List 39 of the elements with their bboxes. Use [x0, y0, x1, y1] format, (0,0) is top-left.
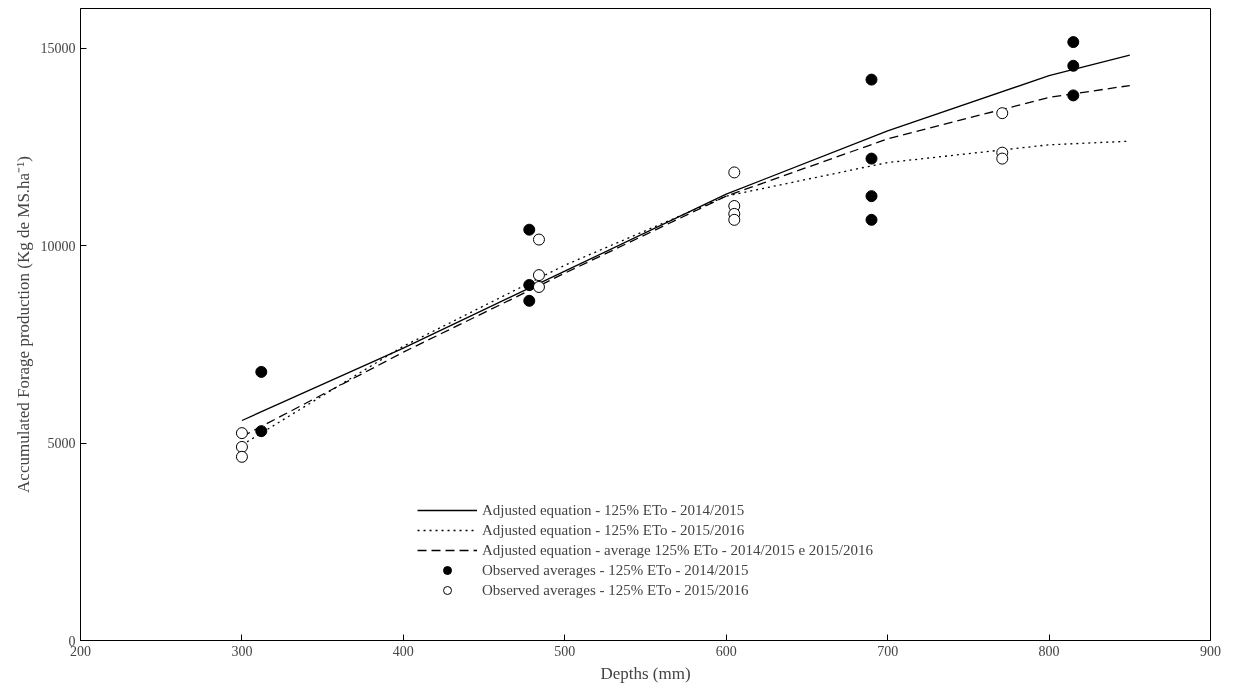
legend-label: Adjusted equation - 125% ETo - 2015/2016 — [482, 521, 745, 539]
x-axis-title: Depths (mm) — [600, 663, 691, 683]
point — [728, 213, 741, 226]
point — [996, 152, 1009, 165]
point — [1067, 59, 1080, 72]
legend-label: Observed averages - 125% ETo - 2015/2016 — [482, 581, 749, 599]
x-tick-label: 900 — [1200, 643, 1221, 659]
y-axis-title: Accumulated Forage production (Kg de MS.ha⁻¹) — [13, 156, 33, 493]
x-tick-label: 700 — [877, 643, 899, 659]
point — [728, 166, 741, 179]
x-tick-label: 800 — [1038, 643, 1060, 659]
point — [523, 294, 536, 307]
point — [1067, 89, 1080, 102]
x-tick-label: 600 — [715, 643, 737, 659]
point — [255, 365, 268, 378]
point — [523, 279, 536, 291]
point — [865, 213, 878, 226]
point — [523, 223, 536, 236]
x-tick-label: 300 — [231, 643, 253, 659]
x-tick-label: 500 — [554, 643, 576, 659]
y-tick-label: 15000 — [40, 41, 76, 56]
point — [996, 107, 1009, 120]
point — [532, 269, 545, 282]
point — [1067, 36, 1080, 49]
point — [865, 152, 878, 165]
point — [532, 280, 545, 293]
point — [255, 425, 268, 438]
point — [865, 190, 878, 203]
point — [235, 440, 248, 453]
legend-label: Adjusted equation - average 125% ETo - 2014/2015 e 2015/2016 — [482, 541, 873, 559]
point — [235, 427, 248, 440]
legend-label: Adjusted equation - 125% ETo - 2014/2015 — [482, 501, 745, 519]
legend-label: Observed averages - 125% ETo - 2014/2015 — [482, 561, 749, 579]
x-tick-label: 400 — [392, 643, 414, 659]
point — [532, 233, 545, 246]
point — [865, 73, 878, 86]
point — [235, 450, 248, 463]
y-tick-label: 5000 — [47, 436, 76, 451]
y-tick-label: 10000 — [40, 238, 76, 254]
